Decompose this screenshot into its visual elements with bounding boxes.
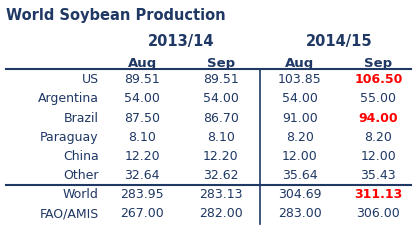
Text: 8.10: 8.10	[128, 131, 156, 144]
Text: 306.00: 306.00	[357, 207, 400, 220]
Text: 283.13: 283.13	[199, 188, 243, 201]
Text: Brazil: Brazil	[64, 112, 99, 124]
Text: 87.50: 87.50	[124, 112, 160, 124]
Text: 8.20: 8.20	[286, 131, 314, 144]
Text: 12.20: 12.20	[124, 150, 160, 163]
Text: 89.51: 89.51	[203, 73, 239, 86]
Text: Argentina: Argentina	[38, 93, 99, 105]
Text: Sep: Sep	[207, 57, 235, 70]
Text: Aug: Aug	[285, 57, 314, 70]
Text: 35.64: 35.64	[282, 169, 317, 182]
Text: 282.00: 282.00	[199, 207, 243, 220]
Text: 89.51: 89.51	[124, 73, 160, 86]
Text: 35.43: 35.43	[361, 169, 396, 182]
Text: Other: Other	[63, 169, 99, 182]
Text: Aug: Aug	[128, 57, 157, 70]
Text: FAO/AMIS: FAO/AMIS	[40, 207, 99, 220]
Text: 2014/15: 2014/15	[306, 34, 372, 49]
Text: 54.00: 54.00	[124, 93, 160, 105]
Text: 86.70: 86.70	[203, 112, 239, 124]
Text: 267.00: 267.00	[121, 207, 164, 220]
Text: China: China	[63, 150, 99, 163]
Text: 12.20: 12.20	[203, 150, 239, 163]
Text: 8.10: 8.10	[207, 131, 235, 144]
Text: 32.62: 32.62	[203, 169, 239, 182]
Text: 55.00: 55.00	[360, 93, 396, 105]
Text: 106.50: 106.50	[354, 73, 402, 86]
Text: 32.64: 32.64	[124, 169, 160, 182]
Text: 103.85: 103.85	[278, 73, 322, 86]
Text: 2013/14: 2013/14	[148, 34, 215, 49]
Text: US: US	[82, 73, 99, 86]
Text: 12.00: 12.00	[360, 150, 396, 163]
Text: 94.00: 94.00	[359, 112, 398, 124]
Text: 12.00: 12.00	[282, 150, 317, 163]
Text: Paraguay: Paraguay	[40, 131, 99, 144]
Text: World: World	[63, 188, 99, 201]
Text: 54.00: 54.00	[282, 93, 318, 105]
Text: 91.00: 91.00	[282, 112, 317, 124]
Text: Sep: Sep	[364, 57, 392, 70]
Text: 8.20: 8.20	[364, 131, 392, 144]
Text: 54.00: 54.00	[203, 93, 239, 105]
Text: 283.95: 283.95	[121, 188, 164, 201]
Text: 304.69: 304.69	[278, 188, 322, 201]
Text: 283.00: 283.00	[278, 207, 322, 220]
Text: World Soybean Production: World Soybean Production	[5, 8, 225, 23]
Text: 311.13: 311.13	[354, 188, 402, 201]
